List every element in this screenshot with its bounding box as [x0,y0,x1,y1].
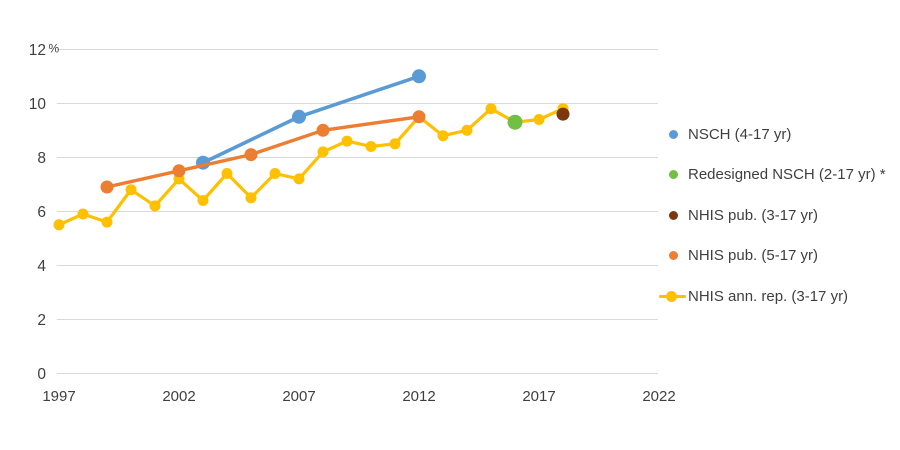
y-tick-label-0: 0 [37,366,46,383]
series-line [105,115,421,189]
x-tick-label-2007: 2007 [282,388,315,405]
legend-item-nsch-4-17-yr: NSCH (4-17 yr) [659,123,886,145]
legend-dot [668,251,678,260]
series-nsch-4-17-yr [196,69,426,170]
data-point [77,208,89,220]
legend-dot [668,129,678,139]
data-point [556,107,570,121]
data-point [293,173,305,185]
legend-dot-marker [659,208,687,222]
data-point [172,164,186,178]
x-tick-label-1997: 1997 [42,388,75,405]
series-nhis-ann-rep-3-17-yr [53,103,569,231]
data-point [412,69,426,84]
legend-item-nhis-ann-rep-3-17-yr: NHIS ann. rep. (3-17 yr) [659,285,886,307]
x-tick-label-2017: 2017 [522,388,555,405]
data-point [485,103,497,115]
legend-label: NHIS pub. (5-17 yr) [688,247,819,264]
data-point [412,110,426,124]
legend-dot [668,170,678,179]
legend-label: NSCH (4-17 yr) [688,125,792,143]
data-point [149,200,161,212]
series-line [201,74,421,165]
y-tick-label-12: 12 [29,42,46,59]
y-tick-label-10: 10 [29,96,47,113]
data-point [317,146,329,158]
legend-line-dot-marker [659,289,687,303]
y-tick-label-6: 6 [37,204,46,221]
data-point [341,135,353,147]
data-point [197,195,209,206]
data-point [533,114,545,125]
data-point [269,168,281,179]
legend-dot-marker [659,249,687,263]
series-nhis-pub-3-17-yr [556,107,570,121]
y-tick-label-4: 4 [37,258,46,275]
data-point [507,114,523,130]
legend-label: NHIS pub. (3-17 yr) [688,206,819,224]
data-point [292,109,306,124]
data-point [53,219,65,231]
legend-item-nhis-pub-3-17-yr: NHIS pub. (3-17 yr) [659,204,886,226]
data-point [100,180,114,194]
x-tick-label-2022: 2022 [642,388,675,405]
legend-dot-marker [659,168,687,182]
legend-item-redesigned-nsch-2-17-yr: Redesigned NSCH (2-17 yr) * [659,164,886,186]
y-tick-label-8: 8 [37,150,46,167]
y-tick-label-2: 2 [37,312,46,329]
data-point [221,168,233,179]
data-point [389,138,401,150]
data-point [125,184,137,196]
data-point [316,123,330,137]
data-point [365,141,377,152]
legend-label: Redesigned NSCH (2-17 yr) * [688,166,886,183]
data-point [461,124,473,136]
data-point [244,148,258,162]
legend-label: NHIS ann. rep. (3-17 yr) [688,287,849,305]
x-tick-label-2002: 2002 [162,388,195,405]
data-point [245,192,257,204]
legend-item-nhis-pub-5-17-yr: NHIS pub. (5-17 yr) [659,245,886,267]
series-nhis-pub-5-17-yr [100,110,426,194]
data-point [437,130,449,142]
legend-dot [668,210,678,220]
series-line [57,107,565,227]
legend: NSCH (4-17 yr) Redesigned NSCH (2-17 yr) … [659,123,886,307]
x-tick-label-2012: 2012 [402,388,435,405]
legend-dot-marker [659,127,687,141]
data-point [101,216,113,228]
legend-dot [666,290,677,302]
y-axis-unit-label: % [49,41,60,55]
series-redesigned-nsch-2-17-yr [507,114,523,130]
